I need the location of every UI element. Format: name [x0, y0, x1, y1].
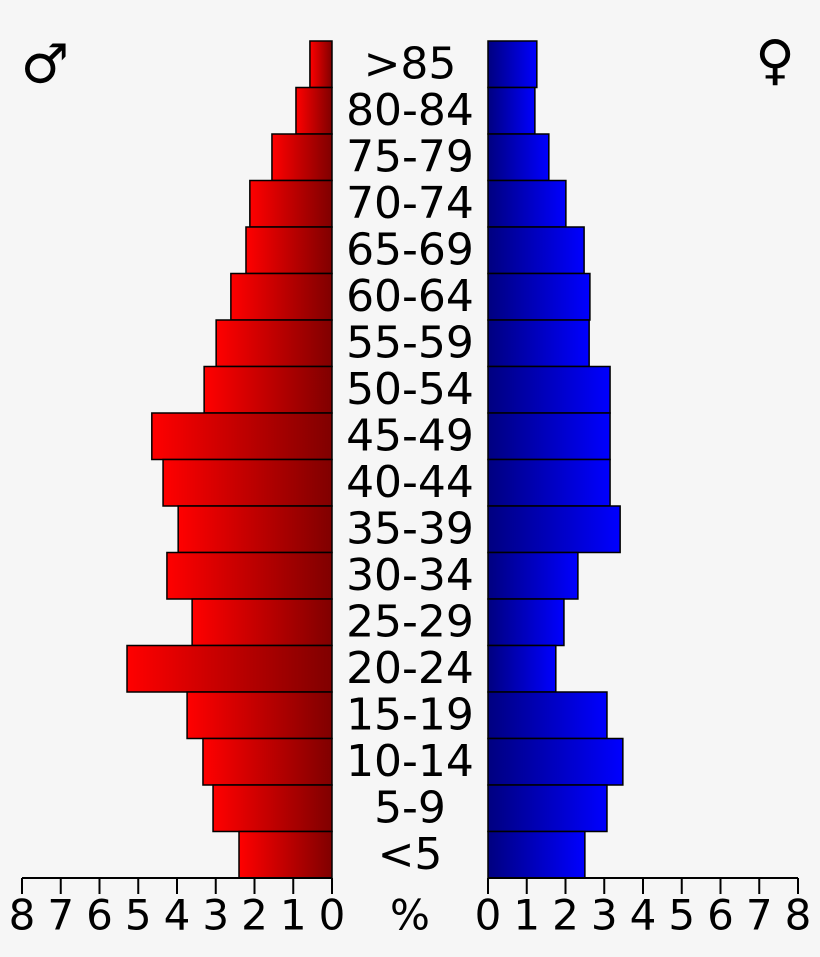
category-label: >85 — [364, 38, 457, 89]
category-label: 40-44 — [346, 457, 474, 508]
bar — [177, 505, 333, 554]
x-tick-label: 2 — [552, 891, 579, 940]
category-label: 50-54 — [346, 364, 474, 415]
bar — [212, 784, 333, 833]
category-label: <5 — [378, 829, 443, 880]
bar — [487, 412, 611, 461]
bar — [487, 458, 611, 507]
bar — [186, 691, 333, 740]
x-tick-label: 6 — [707, 891, 734, 940]
category-label: 55-59 — [346, 317, 474, 368]
bar — [126, 644, 333, 693]
bar — [487, 505, 621, 554]
bar — [295, 86, 333, 135]
x-tick-label: 0 — [475, 891, 502, 940]
category-label: 45-49 — [346, 410, 474, 461]
legend-male: ♂ — [21, 33, 69, 96]
bar — [487, 365, 611, 414]
bar — [487, 319, 590, 368]
bar — [249, 179, 333, 228]
category-label: 20-24 — [346, 643, 474, 694]
x-tick-label: 8 — [9, 891, 36, 940]
bar — [202, 737, 333, 786]
bar — [487, 598, 565, 647]
category-label: 25-29 — [346, 596, 474, 647]
x-tick-label: 5 — [668, 891, 695, 940]
x-tick-label: 2 — [241, 891, 268, 940]
bar — [487, 830, 586, 879]
bar — [271, 133, 333, 182]
bar — [151, 412, 333, 461]
category-label: 35-39 — [346, 503, 474, 554]
unit-label: % — [390, 891, 430, 940]
bar — [215, 319, 333, 368]
x-tick-label: 4 — [164, 891, 191, 940]
bar — [487, 40, 538, 89]
category-label: 70-74 — [346, 178, 474, 229]
bar — [487, 551, 579, 600]
legend-female: ♀ — [755, 29, 795, 92]
category-label: 60-64 — [346, 271, 474, 322]
bar — [487, 784, 608, 833]
category-label: 30-34 — [346, 550, 474, 601]
category-label: 15-19 — [346, 689, 474, 740]
x-tick-label: 3 — [202, 891, 229, 940]
bar — [245, 226, 333, 275]
bar — [487, 737, 624, 786]
x-tick-label: 1 — [280, 891, 307, 940]
bar — [191, 598, 333, 647]
category-label: 65-69 — [346, 224, 474, 275]
x-tick-label: 5 — [125, 891, 152, 940]
category-label: 75-79 — [346, 131, 474, 182]
bar — [487, 226, 585, 275]
bar — [309, 40, 333, 89]
category-label: 5-9 — [374, 782, 446, 833]
bar — [487, 644, 557, 693]
bar — [487, 691, 608, 740]
x-tick-label: 3 — [591, 891, 618, 940]
bar — [487, 179, 567, 228]
bar — [238, 830, 333, 879]
x-tick-label: 7 — [47, 891, 74, 940]
bar — [487, 133, 550, 182]
x-tick-label: 1 — [513, 891, 540, 940]
x-tick-label: 7 — [746, 891, 773, 940]
bar — [162, 458, 333, 507]
category-label: 80-84 — [346, 85, 474, 136]
x-tick-label: 0 — [319, 891, 346, 940]
x-tick-label: 6 — [86, 891, 113, 940]
bar — [230, 272, 333, 321]
x-tick-label: 8 — [785, 891, 812, 940]
category-label: 10-14 — [346, 736, 474, 787]
bar — [487, 86, 536, 135]
bar — [166, 551, 333, 600]
bar — [203, 365, 333, 414]
x-tick-label: 4 — [630, 891, 657, 940]
bar — [487, 272, 591, 321]
